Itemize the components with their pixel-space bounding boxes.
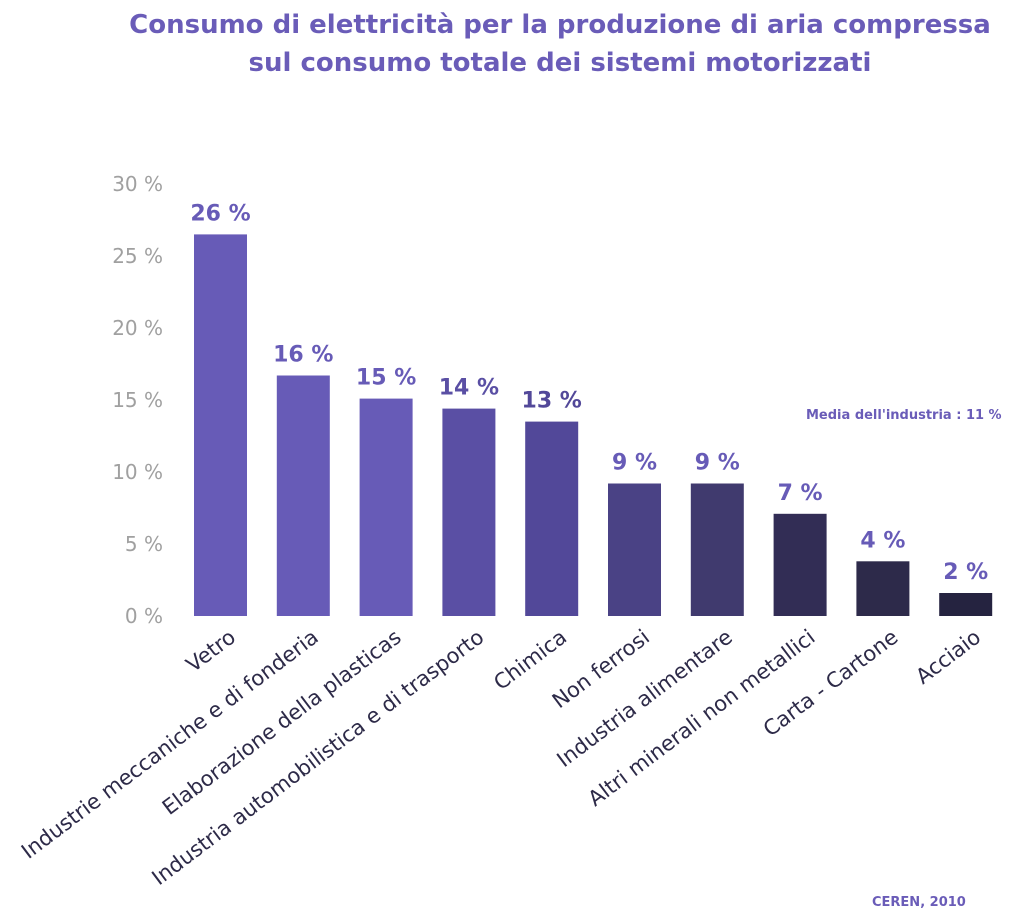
bar: [276, 375, 330, 616]
bar-value-label: 9 %: [612, 451, 657, 476]
bar: [856, 561, 910, 616]
chart-title: Consumo di elettricità per la produzione…: [0, 6, 1024, 82]
chart-title-line-2: sul consumo totale dei sistemi motorizza…: [248, 48, 872, 78]
y-axis: 0 % 5 % 10 % 15 % 20 % 25 % 30 %: [112, 172, 163, 628]
y-tick-label: 5 %: [125, 532, 163, 556]
bar-value-label: 15 %: [356, 366, 416, 391]
y-tick-label: 15 %: [112, 388, 163, 412]
y-tick-label: 20 %: [112, 316, 163, 340]
category-label: Acciaio: [911, 625, 985, 689]
bar-value-label: 26 %: [190, 201, 250, 226]
bar: [194, 234, 247, 616]
bar: [773, 513, 827, 616]
bar-value-label: 2 %: [943, 560, 988, 585]
bar-value-label: 4 %: [860, 528, 905, 553]
bar-value-label: 7 %: [778, 481, 823, 506]
y-tick-label: 0 %: [125, 604, 163, 628]
category-label: Industrie meccaniche e di fonderia: [17, 625, 323, 864]
source-label: CEREN, 2010: [872, 895, 966, 910]
bar-value-label: 9 %: [695, 451, 740, 476]
bar: [442, 408, 496, 616]
bar-value-label: 16 %: [273, 343, 333, 368]
bar-value-label: 14 %: [439, 376, 499, 401]
y-tick-label: 10 %: [112, 460, 163, 484]
bar-value-label: 13 %: [522, 389, 582, 414]
bar: [359, 398, 413, 616]
chart-title-line-1: Consumo di elettricità per la produzione…: [129, 10, 991, 40]
data-labels: 26 % 16 % 15 % 14 % 13 % 9 % 9 % 7 % 4 % 2 %: [190, 201, 988, 585]
industry-average-note: Media dell'industria : 11 %: [806, 408, 1002, 423]
category-label: Chimica: [489, 625, 571, 695]
y-tick-label: 30 %: [112, 172, 163, 196]
bars: [194, 234, 993, 616]
bar: [608, 483, 661, 616]
bar: [690, 483, 744, 616]
bar: [525, 421, 579, 616]
y-tick-label: 25 %: [112, 244, 163, 268]
category-label: Vetro: [182, 625, 240, 677]
bar: [939, 593, 993, 616]
